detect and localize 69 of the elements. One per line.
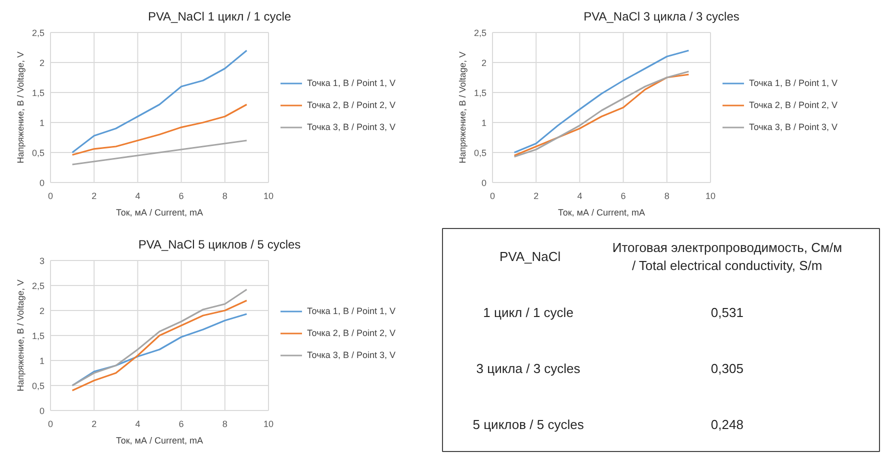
x-tick-label: 2 [92, 419, 97, 429]
x-tick-label: 2 [92, 191, 97, 201]
line-series [514, 50, 690, 154]
y-tick-label: 0,5 [32, 148, 45, 158]
x-tick-label: 10 [705, 191, 716, 201]
y-axis-title: Напряжение, В / Voltage, V [16, 52, 26, 164]
line-series [72, 140, 248, 166]
legend-label: Точка 1, В / Point 1, V [307, 306, 396, 316]
x-tick-label: 10 [263, 419, 274, 429]
text: 3 цикла / 3 cycles [476, 361, 581, 376]
x-tick-label: 4 [135, 419, 140, 429]
text: 1 цикл / 1 cycle [483, 305, 574, 320]
x-axis-title: Ток, мА / Current, mA [116, 208, 203, 218]
y-axis-title: Напряжение, В / Voltage, V [458, 52, 468, 164]
legend-label: Точка 1, В / Point 1, V [749, 78, 838, 88]
text: PVA_NaCl [500, 249, 561, 264]
text: Итоговая электропроводимость, См/м / Total electrical conductivity, S/m [612, 240, 842, 273]
y-tick-label: 1,5 [474, 88, 487, 98]
y-tick-label: 1,5 [32, 88, 45, 98]
y-tick-label: 0 [39, 178, 45, 188]
y-tick-label: 1 [39, 118, 45, 128]
y-tick-label: 2 [39, 306, 45, 316]
x-tick-label: 8 [222, 419, 228, 429]
x-tick-label: 6 [620, 191, 626, 201]
legend-label: Точка 3, В / Point 3, V [307, 350, 396, 360]
x-axis-title: Ток, мА / Current, mA [558, 208, 645, 218]
legend-label: Точка 2, В / Point 2, V [307, 100, 396, 110]
text: 0,531 [710, 305, 744, 320]
text: 5 циклов / 5 cycles [472, 417, 584, 432]
line-series [72, 104, 248, 156]
chart-title: PVA_NaCl 5 циклов / 5 cycles [138, 238, 301, 252]
x-tick-label: 4 [577, 191, 582, 201]
legend-label: Точка 2, В / Point 2, V [749, 100, 838, 110]
x-tick-label: 6 [178, 191, 184, 201]
y-tick-label: 2,5 [32, 281, 45, 291]
chart-title: PVA_NaCl 1 цикл / 1 cycle [148, 10, 292, 24]
x-tick-label: 8 [664, 191, 670, 201]
y-tick-label: 2,5 [474, 28, 487, 38]
x-tick-label: 10 [263, 191, 274, 201]
y-axis-title: Напряжение, В / Voltage, V [16, 280, 26, 392]
y-tick-label: 0,5 [474, 148, 487, 158]
x-axis-title: Ток, мА / Current, mA [116, 436, 203, 446]
x-tick-label: 8 [222, 191, 228, 201]
line-series [72, 300, 248, 392]
line-series [72, 50, 248, 154]
y-tick-label: 0,5 [32, 381, 45, 391]
y-tick-label: 1,5 [32, 331, 45, 341]
y-tick-label: 0 [481, 178, 487, 188]
x-tick-label: 0 [48, 191, 54, 201]
line-series [72, 288, 248, 386]
y-tick-label: 0 [39, 406, 45, 416]
x-tick-label: 4 [135, 191, 140, 201]
y-tick-label: 1 [39, 356, 45, 366]
x-tick-label: 0 [48, 419, 54, 429]
y-tick-label: 2 [481, 58, 487, 68]
y-tick-label: 2,5 [32, 28, 45, 38]
chart-title: PVA_NaCl 3 цикла / 3 cycles [584, 10, 740, 24]
legend-label: Точка 3, В / Point 3, V [307, 122, 396, 132]
legend-label: Точка 2, В / Point 2, V [307, 328, 396, 338]
y-tick-label: 3 [39, 256, 45, 266]
y-tick-label: 2 [39, 58, 45, 68]
x-tick-label: 0 [490, 191, 496, 201]
y-tick-label: 1 [481, 118, 487, 128]
legend-label: Точка 3, В / Point 3, V [749, 122, 838, 132]
legend-label: Точка 1, В / Point 1, V [307, 78, 396, 88]
text: 0,248 [710, 417, 744, 432]
text: 0,305 [710, 361, 744, 376]
x-tick-label: 6 [178, 419, 184, 429]
x-tick-label: 2 [534, 191, 539, 201]
